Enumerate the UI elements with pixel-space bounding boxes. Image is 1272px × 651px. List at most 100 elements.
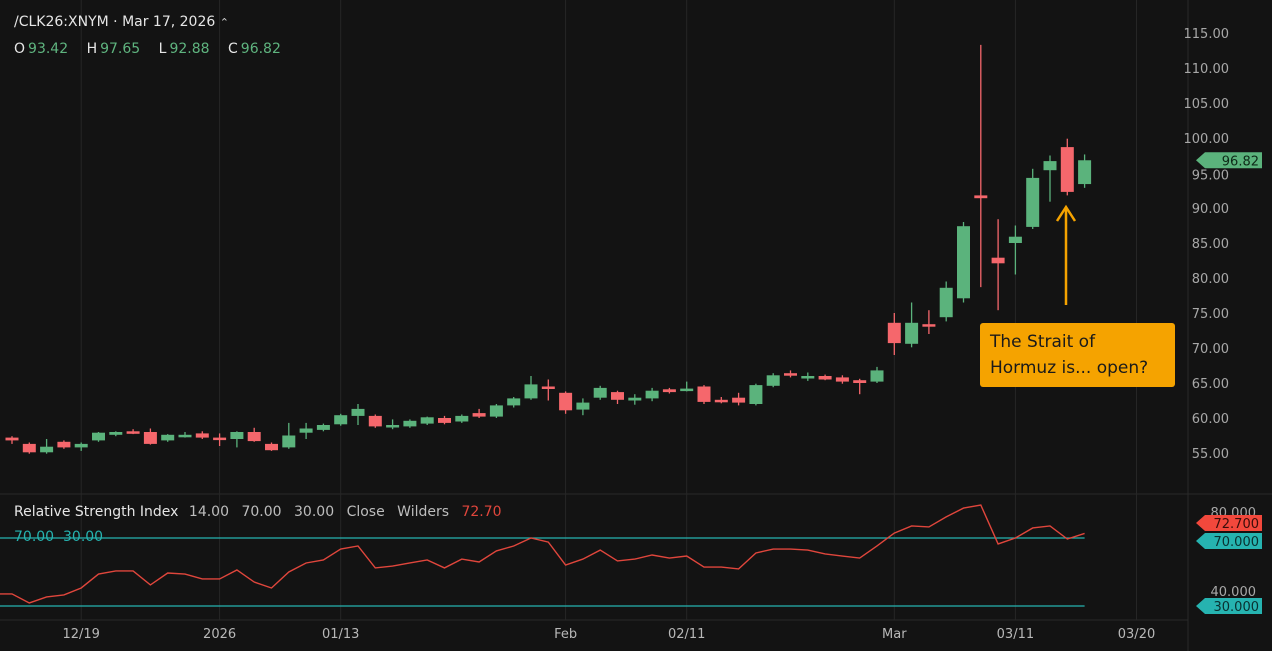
candle-body <box>178 434 192 438</box>
candle-body <box>680 388 694 392</box>
candle <box>714 397 728 404</box>
candle-body <box>593 387 607 398</box>
candle-body <box>835 377 849 382</box>
candle <box>939 281 953 322</box>
price-tick-label: 80.00 <box>1192 272 1229 287</box>
candle-body <box>40 446 54 453</box>
open-label: O <box>14 41 26 57</box>
candle-body <box>230 432 244 439</box>
candle-body <box>403 420 417 427</box>
candle <box>576 398 590 416</box>
candle <box>351 404 365 425</box>
candle <box>541 379 555 401</box>
time-tick-label: 02/11 <box>668 627 705 642</box>
candle-body <box>870 370 884 382</box>
candle <box>593 385 607 400</box>
candle <box>559 391 573 414</box>
price-tick-label: 55.00 <box>1192 447 1229 462</box>
candle-body <box>109 432 123 435</box>
candle <box>5 436 19 444</box>
candle-body <box>489 405 503 417</box>
candle <box>178 432 192 438</box>
candle <box>1060 138 1074 196</box>
candle-body <box>991 257 1005 264</box>
annotation-arrow-icon <box>1055 204 1077 305</box>
candle-body <box>662 389 676 393</box>
rsi-value: 72.70 <box>461 504 502 520</box>
candle-body <box>1008 236 1022 243</box>
candle <box>766 373 780 388</box>
candle-body <box>1060 147 1074 192</box>
candle <box>161 434 175 442</box>
time-tick-label: Mar <box>882 627 907 642</box>
price-tick-label: 115.00 <box>1184 27 1230 42</box>
separator: · <box>113 14 118 30</box>
price-tick-label: 100.00 <box>1184 132 1230 147</box>
rsi-line <box>0 504 1085 604</box>
candle <box>386 419 400 430</box>
rsi-legend[interactable]: Relative Strength Index 14.00 70.00 30.0… <box>14 504 502 520</box>
candle <box>109 431 123 437</box>
time-axis[interactable]: 12/19 2026 01/13 Feb 02/11 Mar 03/11 03/20 <box>62 627 1155 642</box>
candle <box>40 439 54 454</box>
candle <box>1008 225 1022 275</box>
rsi-value-label: 72.700 <box>1214 517 1260 532</box>
rsi-lower-level: 30.00 <box>63 529 104 545</box>
high-value: 97.65 <box>100 41 141 57</box>
close-label: C <box>228 41 238 57</box>
candle-body <box>905 322 919 344</box>
chevron-up-icon[interactable]: ⌃ <box>219 16 229 29</box>
candle <box>1026 168 1040 229</box>
candle-body <box>507 398 521 406</box>
price-tick-label: 75.00 <box>1192 307 1229 322</box>
high-label: H <box>86 41 98 57</box>
candle <box>22 442 36 454</box>
price-tick-label: 70.00 <box>1192 342 1229 357</box>
candle <box>403 419 417 428</box>
close-value: 96.82 <box>240 41 281 57</box>
ohlc-readout: O 93.42 H 97.65 L 92.88 C 96.82 <box>14 41 295 57</box>
candlestick-series <box>5 44 1092 454</box>
price-axis[interactable]: 115.00 110.00 105.00 100.00 95.00 90.00 85.00 8… <box>1184 27 1263 462</box>
candle-body <box>887 322 901 344</box>
rsi-pane <box>0 504 1085 607</box>
candle <box>213 433 227 446</box>
candle <box>282 422 296 449</box>
candle-body <box>766 375 780 386</box>
time-tick-label: 2026 <box>203 627 236 642</box>
candle <box>1078 154 1092 188</box>
candle <box>316 423 330 432</box>
candle-body <box>1026 177 1040 227</box>
time-tick-label: Feb <box>554 627 577 642</box>
candle <box>1043 155 1057 202</box>
candle <box>784 370 797 378</box>
low-label: L <box>158 41 167 57</box>
price-tick-label: 85.00 <box>1192 237 1229 252</box>
symbol-title[interactable]: /CLK26:XNYM · Mar 17, 2026 ⌃ <box>14 14 229 30</box>
rsi-upper-tag <box>1196 533 1262 549</box>
candle-body <box>628 397 642 401</box>
candle-body <box>697 386 711 402</box>
candle <box>334 413 348 426</box>
candle <box>887 313 901 355</box>
candle-body <box>143 432 157 444</box>
candle <box>628 394 642 405</box>
candle-body <box>420 417 434 424</box>
candle-body <box>957 226 970 299</box>
annotation-line: The Strait of <box>990 332 1096 352</box>
candle <box>818 374 832 381</box>
price-tick-label: 65.00 <box>1192 377 1229 392</box>
candle <box>126 429 140 435</box>
candle-body <box>265 443 278 451</box>
candle-body <box>818 376 832 380</box>
candle <box>489 404 503 418</box>
candle-body <box>784 373 797 376</box>
candle <box>662 387 676 394</box>
candle <box>472 408 486 418</box>
rsi-value-tag <box>1196 515 1262 531</box>
candle <box>957 222 970 303</box>
candle-body <box>732 397 746 403</box>
open-value: 93.42 <box>28 41 69 57</box>
